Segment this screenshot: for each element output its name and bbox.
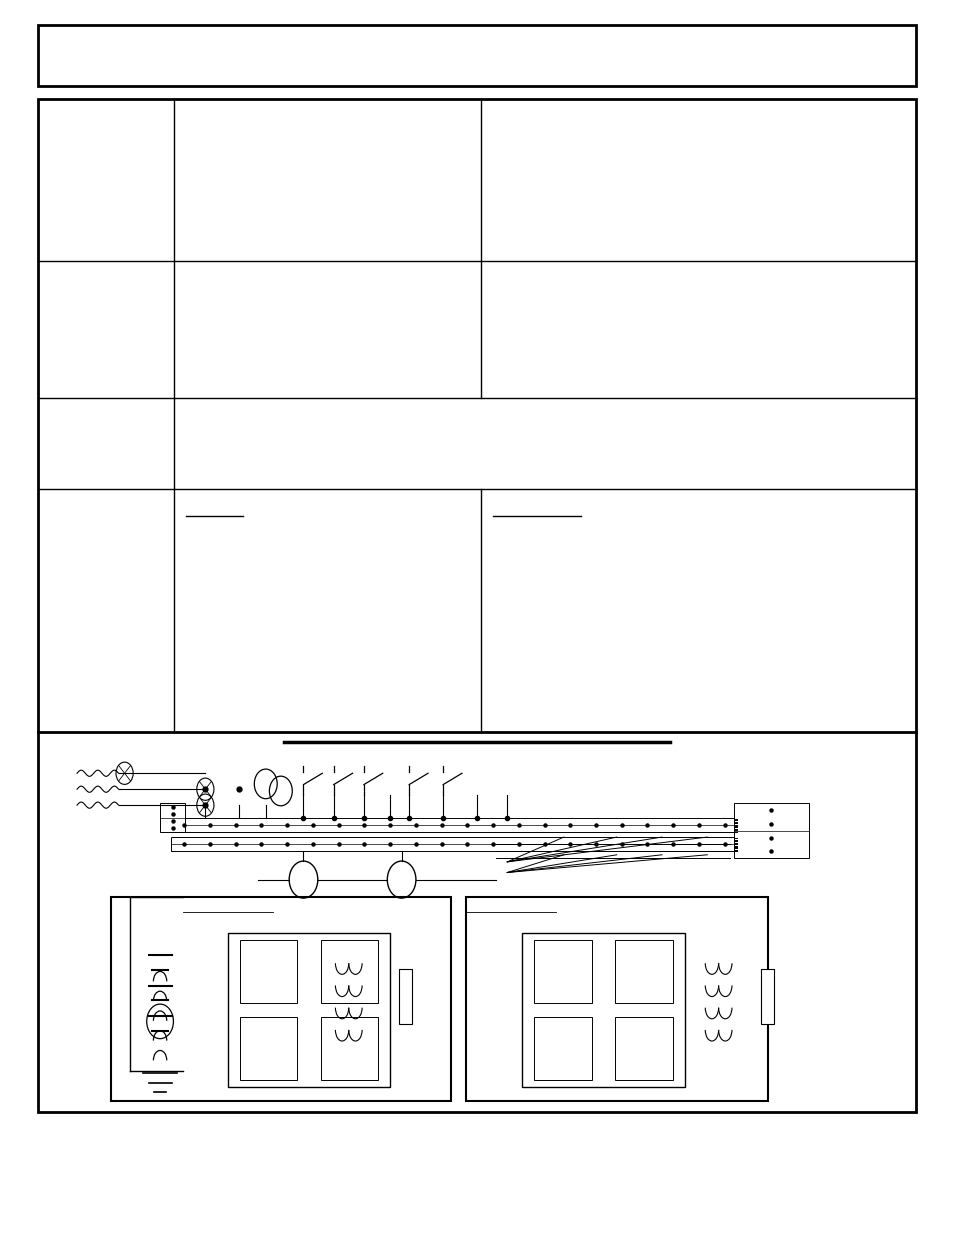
Bar [534,940,591,1003]
Bar [522,932,684,1087]
Bar [321,940,378,1003]
Bar [398,969,412,1024]
Bar [240,940,297,1003]
Bar [534,1016,591,1079]
Bar [321,1016,378,1079]
Bar [111,898,450,1102]
Bar [465,898,767,1102]
Bar [733,804,808,858]
Bar [172,837,737,851]
Bar [615,940,672,1003]
Bar [160,804,185,831]
Bar [240,1016,297,1079]
Bar [38,99,915,1112]
Bar [38,25,915,86]
Bar [760,969,774,1024]
Bar [615,1016,672,1079]
Bar [172,818,737,831]
Bar [228,932,390,1087]
